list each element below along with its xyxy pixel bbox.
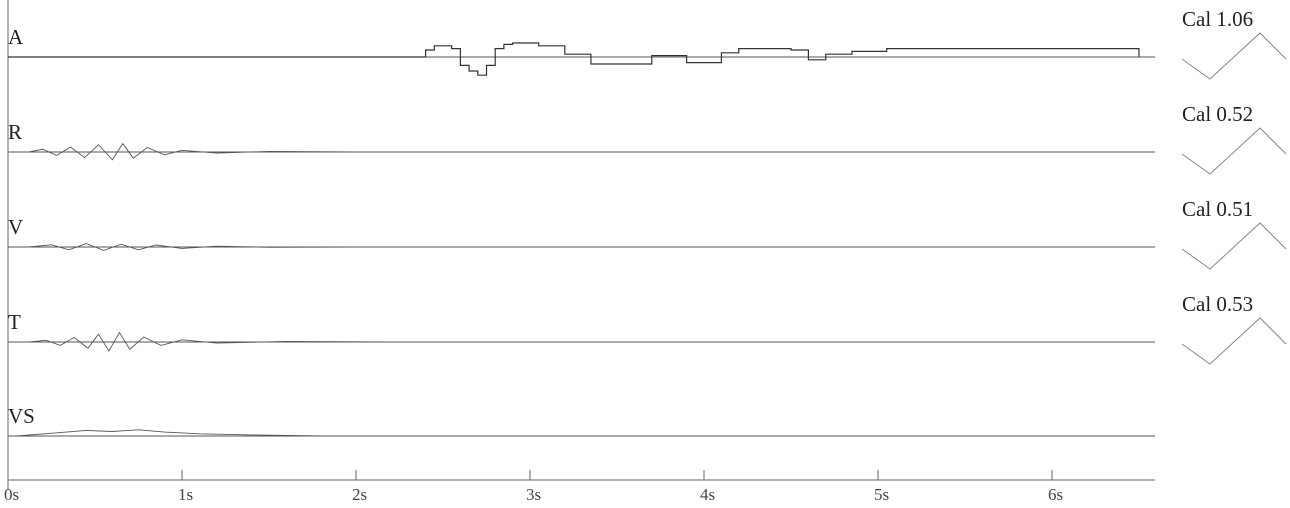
calibration-wave (1181, 317, 1287, 365)
time-tick-label: 2s (352, 485, 367, 504)
channel-r: R (8, 120, 1155, 161)
time-tick-label: 5s (874, 485, 889, 504)
calibration-wave (1181, 127, 1287, 175)
channel-a: A (8, 25, 1155, 76)
calibration-label: Cal 0.52 (1182, 102, 1253, 126)
channel-traces: A R V T VS (8, 25, 1155, 437)
calibration-a: Cal 1.06 (1181, 7, 1287, 80)
channel-waveform (28, 142, 1139, 161)
channel-waveform (8, 42, 1140, 76)
calibration-label: Cal 0.51 (1182, 197, 1253, 221)
channel-label: V (8, 215, 23, 239)
calibration-v: Cal 0.51 (1181, 197, 1287, 270)
channel-waveform (28, 331, 1139, 352)
channel-v: V (8, 215, 1155, 251)
channel-waveform (28, 243, 1139, 251)
channel-label: T (8, 310, 21, 334)
calibration-wave (1181, 32, 1287, 80)
channel-label: R (8, 120, 22, 144)
time-tick-label: 0s (4, 485, 19, 504)
time-axis: 0s 1s 2s 3s 4s 5s 6s (4, 470, 1155, 504)
time-tick-label: 3s (526, 485, 541, 504)
time-tick-label: 4s (700, 485, 715, 504)
calibration-wave (1181, 222, 1287, 270)
calibration-t: Cal 0.53 (1181, 292, 1287, 365)
channel-label: VS (8, 404, 35, 428)
calibration-panel: Cal 1.06 Cal 0.52 Cal 0.51 Cal 0.53 (1181, 7, 1287, 365)
channel-waveform (16, 429, 1139, 437)
calibration-label: Cal 0.53 (1182, 292, 1253, 316)
channel-t: T (8, 310, 1155, 352)
calibration-r: Cal 0.52 (1181, 102, 1287, 175)
calibration-label: Cal 1.06 (1182, 7, 1253, 31)
time-tick-label: 6s (1048, 485, 1063, 504)
time-tick-label: 1s (178, 485, 193, 504)
channel-label: A (8, 25, 24, 49)
channel-vs: VS (8, 404, 1155, 437)
